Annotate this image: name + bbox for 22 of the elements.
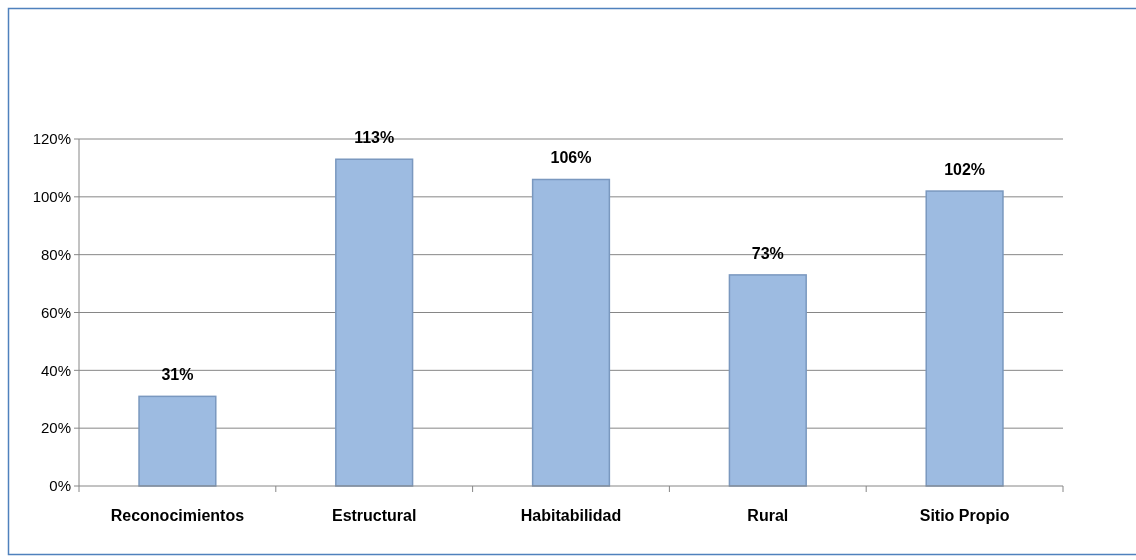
data-label: 31%: [161, 366, 194, 384]
bar: [728, 274, 807, 487]
data-label: 73%: [751, 244, 784, 262]
data-label: 102%: [944, 161, 986, 179]
x-tick-label: Rural: [747, 507, 789, 524]
y-tick-label: 60%: [40, 303, 71, 321]
y-tick-label: 100%: [32, 188, 71, 206]
data-label: 106%: [550, 149, 592, 167]
bar: [335, 158, 414, 487]
y-tick-label: 40%: [40, 361, 71, 379]
x-tick-label: Estructural: [331, 507, 417, 524]
bar: [531, 178, 611, 487]
data-label: 113%: [354, 129, 395, 147]
x-tick-label: Sitio Propio: [919, 507, 1010, 524]
y-tick-label: 0%: [49, 477, 71, 495]
x-tick-label: Reconocimientos: [110, 507, 245, 524]
y-tick-label: 120%: [32, 130, 71, 148]
bar: [138, 395, 217, 487]
x-tick-label: Habitabilidad: [520, 507, 622, 524]
y-tick-label: 80%: [40, 245, 71, 263]
y-tick-label: 20%: [40, 419, 71, 437]
bar: [925, 190, 1004, 487]
